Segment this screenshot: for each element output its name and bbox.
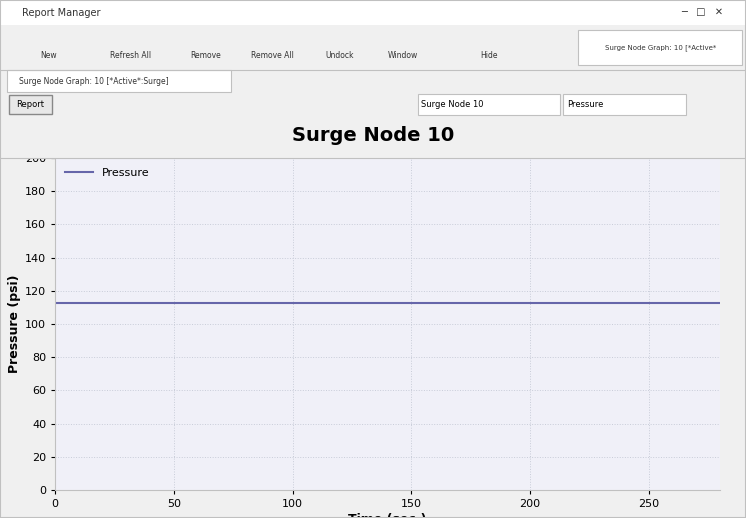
Text: Surge Node Graph: 10 [*Active*:Surge]: Surge Node Graph: 10 [*Active*:Surge] (19, 77, 169, 85)
Text: Remove: Remove (189, 51, 221, 60)
Text: Remove All: Remove All (251, 51, 294, 60)
Text: New: New (40, 51, 57, 60)
Text: Undock: Undock (325, 51, 354, 60)
Text: ─   □   ✕: ─ □ ✕ (682, 7, 724, 18)
Y-axis label: Pressure (psi): Pressure (psi) (8, 275, 21, 373)
Text: Surge Node Graph: 10 [*Active*: Surge Node Graph: 10 [*Active* (604, 44, 716, 51)
Text: Refresh All: Refresh All (110, 51, 151, 60)
Text: Hide: Hide (480, 51, 498, 60)
Text: Surge Node 10: Surge Node 10 (421, 100, 484, 109)
Text: Surge Node 10: Surge Node 10 (292, 126, 454, 145)
Text: Report Manager: Report Manager (22, 7, 101, 18)
X-axis label: Time (sec.): Time (sec.) (348, 513, 427, 518)
Text: Report: Report (16, 100, 45, 109)
Legend: Pressure: Pressure (60, 164, 154, 182)
Text: Pressure: Pressure (567, 100, 604, 109)
Text: Window: Window (388, 51, 418, 60)
